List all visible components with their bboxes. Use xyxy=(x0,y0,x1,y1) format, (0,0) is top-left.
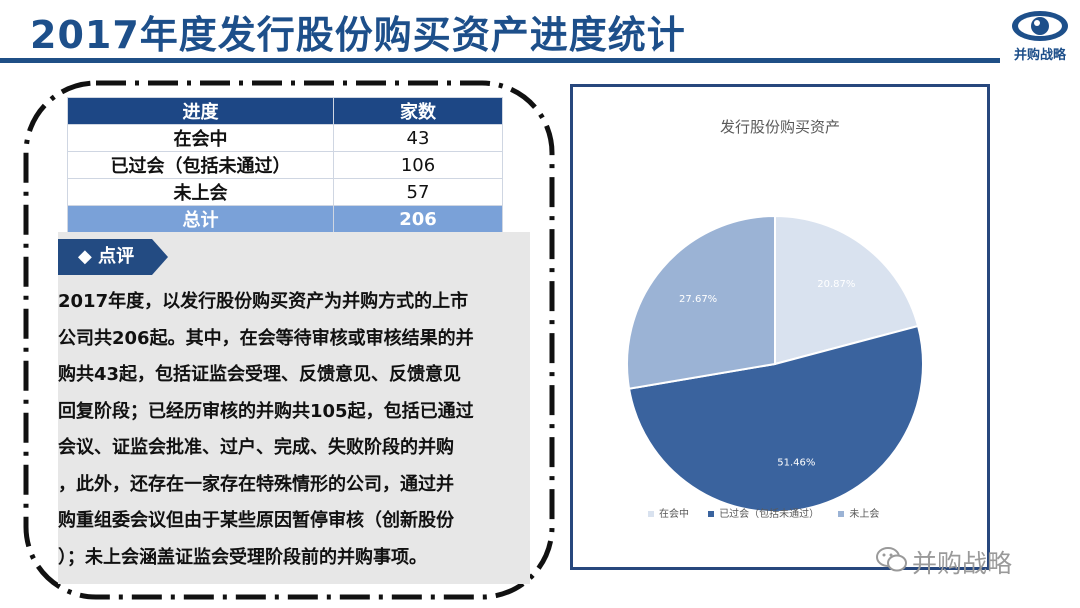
comment-box xyxy=(58,232,530,584)
comment-badge: ◆ 点评 xyxy=(58,239,152,275)
chart-legend: 在会中 已过会（包括未通过） 未上会 xyxy=(648,505,895,520)
legend-label: 在会中 xyxy=(659,509,689,520)
header-count: 家数 xyxy=(333,97,503,125)
legend-item: 已过会（包括未通过） xyxy=(708,509,819,520)
wechat-icon xyxy=(876,547,907,572)
badge-arrow xyxy=(152,239,168,275)
row-value: 57 xyxy=(333,178,503,206)
table-row: 未上会 57 xyxy=(67,178,503,206)
header-progress: 进度 xyxy=(67,97,334,125)
pie-slice xyxy=(627,324,924,513)
title-underline xyxy=(0,58,1000,63)
chart-title: 发行股份购买资产 xyxy=(719,118,840,136)
eye-logo-icon xyxy=(1012,11,1068,41)
legend-swatch xyxy=(838,511,845,517)
row-label: 已过会（包括未通过） xyxy=(67,151,334,179)
dashed-frame xyxy=(23,80,555,600)
table-header-row: 进度 家数 xyxy=(67,97,503,125)
row-label: 在会中 xyxy=(67,124,334,152)
pie-slice xyxy=(774,214,920,366)
legend-label: 已过会（包括未通过） xyxy=(719,509,820,520)
progress-table: 进度 家数 在会中 43 已过会（包括未通过） 106 未上会 57 总计 20… xyxy=(67,97,503,233)
legend-item: 未上会 xyxy=(838,509,879,520)
row-label: 未上会 xyxy=(67,178,334,206)
legend-label: 未上会 xyxy=(849,509,880,520)
comment-text: 2017年度，以发行股份购买资产为并购方式的上市 公司共206起。其中，在会等待… xyxy=(58,291,474,568)
row-value: 106 xyxy=(333,151,503,179)
legend-item: 在会中 xyxy=(648,509,689,520)
pie-data-label: 51.46% xyxy=(777,457,815,468)
table-row: 已过会（包括未通过） 106 xyxy=(67,151,503,179)
watermark-text: 并购战略 xyxy=(912,549,1013,578)
pie-data-label: 27.67% xyxy=(679,294,717,305)
table-row: 在会中 43 xyxy=(67,124,503,152)
table-total-row: 总计 206 xyxy=(67,205,503,233)
pie-data-label: 20.87% xyxy=(817,279,855,290)
total-label: 总计 xyxy=(67,205,334,233)
legend-swatch xyxy=(648,511,654,517)
pie-chart: 20.87% 51.46% 27.67% xyxy=(626,214,924,513)
logo-text: 并购战略 xyxy=(1013,48,1066,63)
page-title: 2017年度发行股份购买资产进度统计 xyxy=(30,13,686,57)
row-value: 43 xyxy=(333,124,503,152)
pie-slice xyxy=(626,214,776,390)
legend-swatch xyxy=(708,511,715,517)
total-value: 206 xyxy=(333,205,503,233)
